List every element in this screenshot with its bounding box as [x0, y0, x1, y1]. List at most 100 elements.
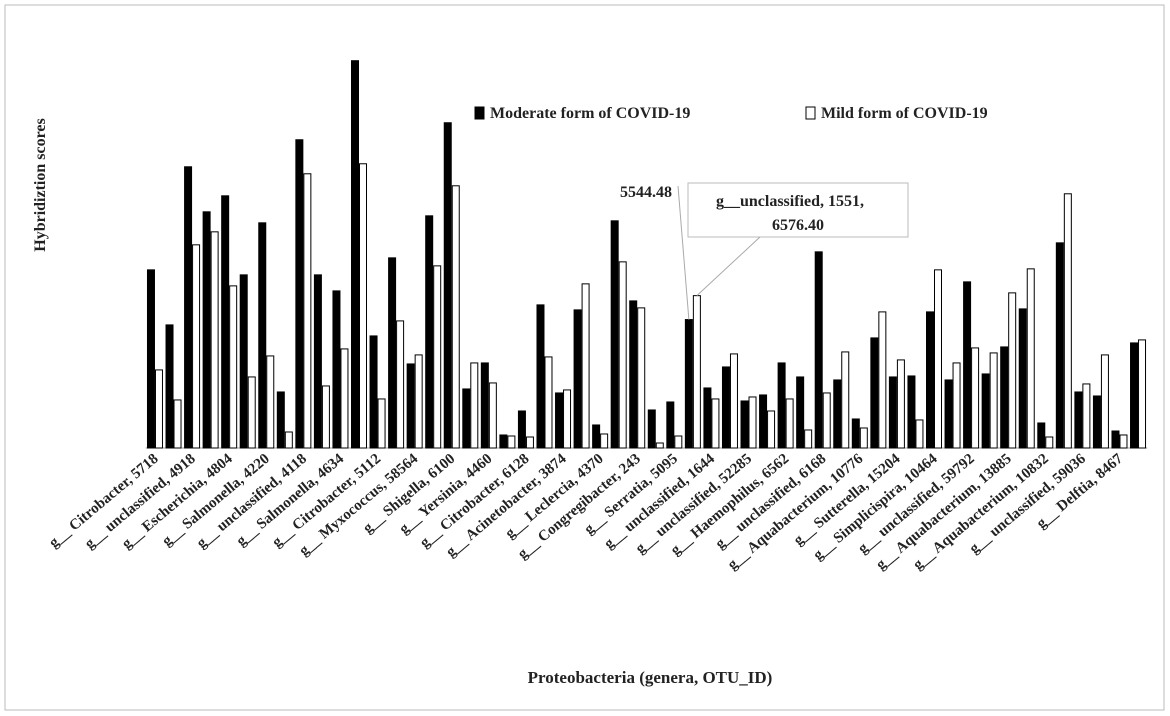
bar: [878, 311, 887, 449]
bar: [1037, 422, 1046, 449]
bar: [777, 362, 786, 449]
bar: [1111, 430, 1120, 449]
bar: [1018, 308, 1027, 449]
bar: [1074, 391, 1083, 449]
bar: [284, 431, 293, 449]
bar: [555, 392, 564, 449]
bar: [907, 375, 916, 449]
bar: [1082, 383, 1091, 449]
bar: [414, 354, 423, 449]
bar: [1063, 193, 1072, 449]
bar: [396, 320, 405, 449]
bar: [684, 319, 693, 449]
bar: [629, 300, 638, 449]
callout-box: [687, 182, 909, 238]
bar: [655, 442, 664, 449]
bar: [1100, 354, 1109, 449]
bar: [563, 389, 572, 449]
bar: [796, 376, 805, 449]
bar: [184, 166, 193, 449]
bar: [258, 222, 267, 449]
bar: [229, 285, 238, 449]
bar: [581, 283, 590, 449]
y-axis-label: Hybridiztion scores: [32, 118, 49, 251]
bar: [462, 388, 471, 449]
bar: [239, 274, 248, 449]
bar: [703, 387, 712, 449]
bar: [851, 418, 860, 449]
bar: [276, 391, 285, 449]
leader-line: [677, 185, 690, 320]
bar: [359, 163, 368, 449]
bar: [933, 269, 942, 449]
bar: [1055, 242, 1064, 449]
bar: [729, 353, 738, 449]
bar: [785, 398, 794, 449]
bar: [406, 363, 415, 449]
bar: [759, 394, 768, 449]
bar: [870, 337, 879, 449]
bar: [748, 396, 757, 449]
legend-swatch: [805, 106, 816, 120]
bar: [1130, 342, 1139, 449]
bar: [618, 261, 627, 449]
bar: [266, 355, 275, 449]
bar: [822, 392, 831, 449]
frame: [4, 4, 1165, 711]
bar: [247, 376, 256, 449]
bar: [525, 436, 534, 449]
bar: [989, 352, 998, 449]
leader-line: [696, 236, 761, 297]
bar: [536, 304, 545, 449]
bar: [1008, 292, 1017, 449]
bar: [154, 369, 163, 449]
bar: [388, 257, 397, 449]
bar: [674, 435, 683, 449]
bar: [963, 281, 972, 449]
bar: [666, 401, 675, 449]
bar: [340, 348, 349, 449]
bar: [295, 139, 304, 449]
bar: [944, 379, 953, 449]
bar: [425, 215, 434, 449]
bar: [647, 409, 656, 449]
bar: [952, 362, 961, 449]
bar: [1138, 339, 1147, 449]
bar: [321, 385, 330, 449]
bar: [841, 351, 850, 449]
bar: [192, 244, 201, 449]
bar: [332, 290, 341, 449]
bar: [313, 274, 322, 449]
bar: [443, 122, 452, 449]
bar: [1045, 436, 1054, 449]
bar: [480, 362, 489, 449]
legend-swatch: [474, 106, 485, 120]
bar: [804, 429, 813, 449]
bar: [833, 379, 842, 449]
bar: [711, 398, 720, 449]
bar: [896, 359, 905, 449]
annotation: g__unclassified, 1551,: [716, 193, 864, 210]
bar: [888, 376, 897, 449]
bar: [573, 309, 582, 449]
bar: [600, 433, 609, 449]
bar: [499, 434, 508, 449]
bar: [369, 335, 378, 449]
annotation: 5544.48: [620, 184, 672, 201]
bar: [377, 398, 386, 449]
bar: [915, 419, 924, 449]
bar: [146, 269, 155, 449]
legend-label: Moderate form of COVID-19: [490, 105, 690, 122]
bar: [210, 231, 219, 449]
bar: [1000, 346, 1009, 449]
bar: [165, 324, 174, 449]
x-axis-label: Proteobacteria (genera, OTU_ID): [528, 668, 773, 687]
bar: [971, 347, 980, 449]
bar: [544, 356, 553, 449]
bar: [507, 435, 516, 449]
bar: [859, 427, 868, 449]
bar: [351, 60, 360, 449]
bar: [814, 251, 823, 449]
bar: [303, 173, 312, 449]
